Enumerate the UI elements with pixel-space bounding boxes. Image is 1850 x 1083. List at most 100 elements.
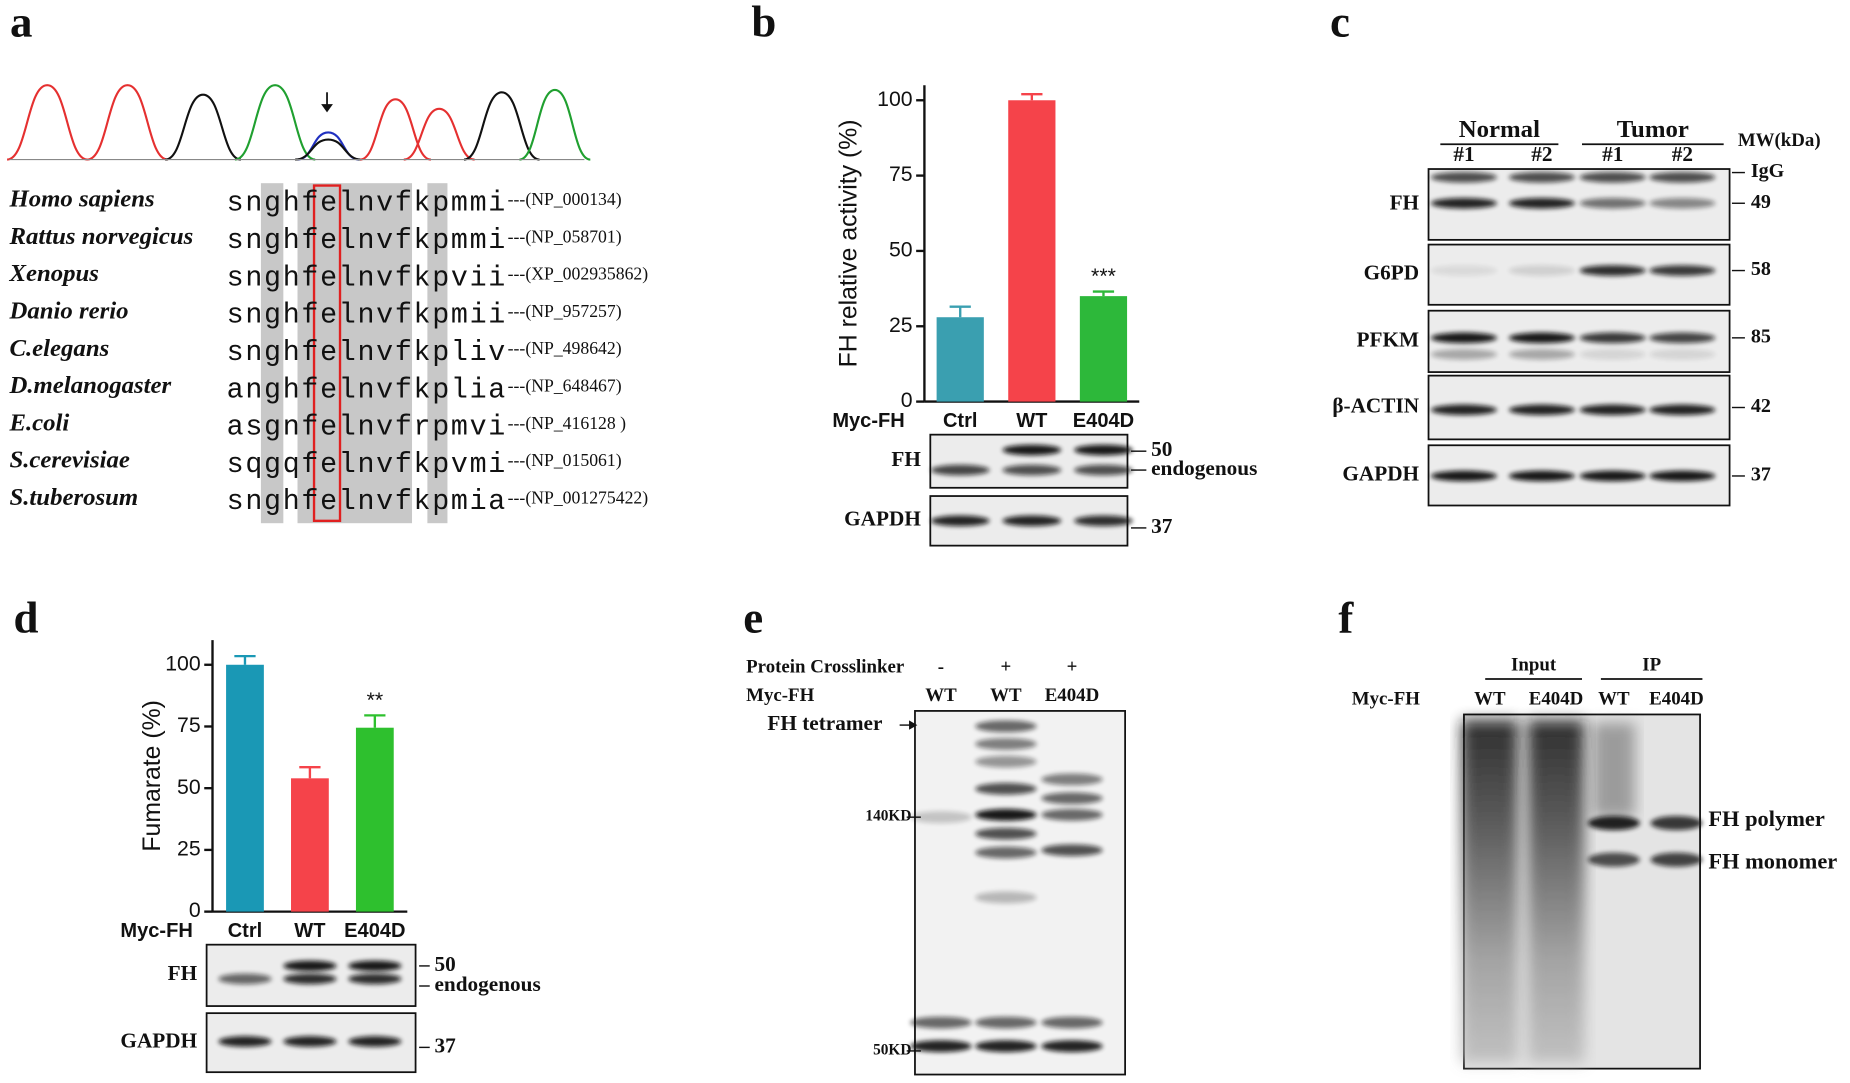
blot-label: FH bbox=[891, 447, 921, 471]
conserved-shade bbox=[260, 183, 284, 524]
blot-band bbox=[975, 720, 1037, 733]
panel-label: e bbox=[743, 593, 763, 643]
mw-label: IgG bbox=[1751, 160, 1785, 182]
blot-label: FH bbox=[1390, 190, 1420, 214]
blot-band bbox=[1587, 852, 1640, 867]
blot-band bbox=[1649, 171, 1716, 183]
conserved-shade bbox=[427, 183, 448, 524]
category-label: WT bbox=[294, 920, 326, 942]
conserved-shade bbox=[297, 183, 413, 524]
blot-band bbox=[975, 846, 1037, 859]
blot-band bbox=[1649, 332, 1716, 344]
blot-band bbox=[910, 1016, 972, 1029]
mw-label: 58 bbox=[1751, 258, 1771, 280]
marker-label: 37 bbox=[434, 1033, 456, 1057]
accession: ---(XP_002935862) bbox=[508, 264, 649, 284]
category-label: WT bbox=[1016, 410, 1048, 432]
blot-band bbox=[1508, 404, 1575, 416]
marker-label: FH tetramer bbox=[767, 711, 882, 735]
blot-band bbox=[348, 1036, 402, 1047]
blot-smear bbox=[1527, 720, 1585, 1063]
category-label: Ctrl bbox=[228, 920, 263, 942]
blot-band bbox=[1430, 470, 1498, 482]
species-name: Xenopus bbox=[8, 260, 99, 287]
accession: ---(NP_957257) bbox=[508, 301, 622, 321]
accession: ---(NP_058701) bbox=[508, 226, 622, 246]
arrow-head bbox=[321, 104, 333, 113]
blot-band bbox=[1579, 470, 1646, 482]
blot-band bbox=[1430, 197, 1498, 209]
blot-band bbox=[1649, 470, 1716, 482]
marker-label: 140KD bbox=[865, 808, 911, 825]
species-name: E.coli bbox=[8, 409, 69, 436]
marker-label: endogenous bbox=[434, 972, 540, 996]
bar bbox=[355, 727, 394, 912]
blot-band bbox=[975, 891, 1037, 904]
sequence: snghfelnvfkpmmi bbox=[227, 224, 506, 257]
blot-band bbox=[1074, 515, 1133, 527]
panel-label: a bbox=[10, 0, 32, 46]
y-axis-label: Fumarate (%) bbox=[139, 700, 166, 851]
accession: ---(NP_416128 ) bbox=[508, 413, 626, 433]
marker-label: FH polymer bbox=[1708, 806, 1824, 831]
sequence: snghfelnvfkpmia bbox=[227, 485, 506, 518]
blot-band bbox=[1649, 349, 1716, 360]
blot-band bbox=[1041, 1016, 1103, 1029]
bar bbox=[291, 778, 329, 912]
species-name: Homo sapiens bbox=[8, 186, 154, 213]
blot-band bbox=[348, 973, 402, 985]
row-label: Myc-FH bbox=[1352, 689, 1420, 710]
y-tick-label: 0 bbox=[901, 388, 913, 412]
panel-label: b bbox=[751, 0, 776, 46]
chromatogram-peak bbox=[519, 88, 591, 161]
blot-label: β-ACTIN bbox=[1332, 393, 1419, 417]
chromatogram-peak bbox=[463, 91, 540, 161]
sequence: sqgqfelnvfkpvmi bbox=[227, 448, 506, 481]
blot-band bbox=[930, 515, 990, 527]
blot-smear bbox=[1592, 722, 1636, 818]
blot-band bbox=[1002, 444, 1062, 456]
accession: ---(NP_648467) bbox=[508, 375, 622, 395]
y-tick-label: 50 bbox=[177, 775, 201, 799]
accession: ---(NP_001275422) bbox=[508, 487, 649, 507]
y-tick-label: 0 bbox=[189, 898, 201, 922]
y-tick-label: 100 bbox=[877, 87, 912, 111]
species-name: Rattus norvegicus bbox=[8, 223, 193, 250]
sequence: asgnfelnvfrpmvi bbox=[227, 411, 506, 444]
sequence: snghfelnvfkpmii bbox=[227, 299, 506, 332]
blot-band bbox=[1074, 444, 1133, 456]
bar bbox=[936, 317, 984, 402]
marker-label: FH monomer bbox=[1708, 848, 1837, 873]
blot-band bbox=[218, 973, 272, 985]
blot-band bbox=[1430, 171, 1498, 183]
blot-frame bbox=[929, 433, 1129, 489]
lane-label: + bbox=[1067, 657, 1078, 678]
lane-label: #1 bbox=[1453, 142, 1474, 166]
blot-band bbox=[1579, 404, 1646, 416]
bar bbox=[1008, 100, 1056, 402]
blot-band bbox=[1579, 171, 1646, 183]
category-label: E404D bbox=[1073, 410, 1134, 432]
blot-band bbox=[348, 960, 402, 972]
blot-band bbox=[930, 464, 990, 476]
lane-label: E404D bbox=[1529, 689, 1584, 710]
blot-band bbox=[1650, 852, 1703, 867]
y-tick-label: 25 bbox=[177, 837, 201, 861]
blot-band bbox=[975, 1016, 1037, 1029]
accession: ---(NP_498642) bbox=[508, 338, 622, 358]
row-label: Myc-FH bbox=[832, 410, 904, 432]
panel-label: d bbox=[13, 593, 38, 643]
species-name: Danio rerio bbox=[8, 298, 128, 325]
blot-band bbox=[1508, 265, 1575, 276]
chromatogram-peak bbox=[165, 93, 242, 161]
lane-label: WT bbox=[1598, 689, 1630, 710]
mutation-box bbox=[312, 184, 342, 523]
species-name: D.melanogaster bbox=[8, 372, 171, 399]
blot-label: FH bbox=[168, 961, 198, 985]
significance: ** bbox=[367, 688, 384, 712]
group-label: Normal bbox=[1459, 116, 1540, 143]
blot-smear bbox=[1461, 720, 1519, 1063]
accession: ---(NP_000134) bbox=[508, 189, 622, 209]
